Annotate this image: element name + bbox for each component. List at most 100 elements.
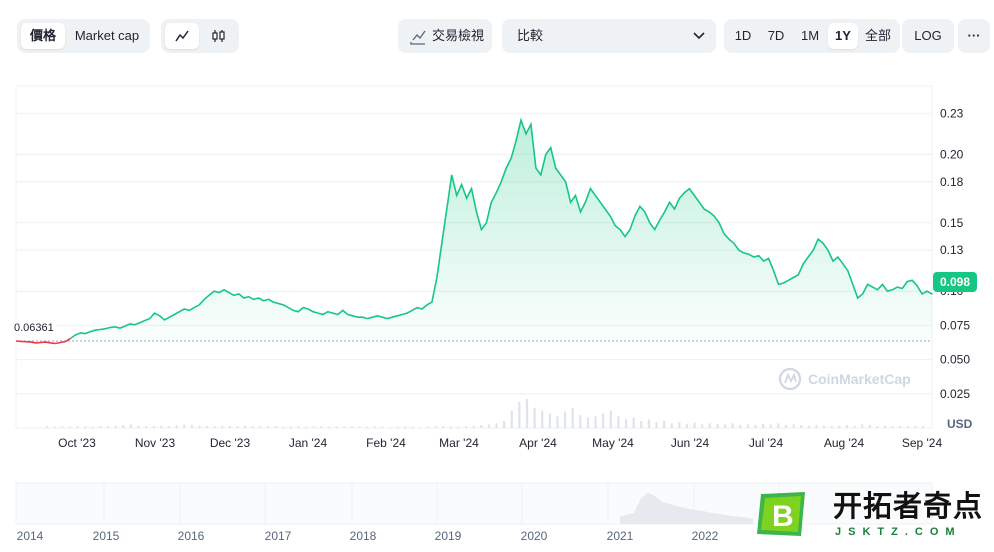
volume-bar bbox=[434, 426, 437, 428]
price-chart-svg: 0.230.200.180.150.130.100.0750.0500.025 … bbox=[15, 85, 973, 543]
volume-bar bbox=[845, 425, 849, 428]
range-7d[interactable]: 7D bbox=[767, 28, 785, 43]
candlestick-button[interactable] bbox=[201, 23, 235, 49]
volume-bar bbox=[876, 426, 879, 428]
volume-bar bbox=[480, 425, 483, 428]
volume-bar bbox=[632, 417, 635, 428]
y-tick-label: 0.050 bbox=[940, 353, 970, 367]
volume-bar bbox=[106, 426, 110, 428]
range-1y[interactable]: 1Y bbox=[828, 23, 858, 49]
volume-bar bbox=[571, 407, 574, 428]
navigator-year-label: 2014 bbox=[17, 529, 44, 543]
volume-bar bbox=[838, 425, 841, 428]
volume-bar bbox=[701, 424, 704, 428]
x-tick-label: Jul '24 bbox=[749, 436, 784, 450]
volume-bar bbox=[830, 426, 833, 428]
price-tab[interactable]: 價格 bbox=[21, 23, 65, 49]
volume-bar bbox=[228, 425, 232, 428]
volume-bar bbox=[784, 425, 788, 428]
volume-bar bbox=[91, 426, 94, 428]
volume-bar bbox=[716, 423, 719, 428]
volume-bar bbox=[122, 425, 125, 428]
volume-bar bbox=[563, 411, 567, 428]
y-axis-unit: USD bbox=[947, 417, 973, 431]
navigator-year-label: 2015 bbox=[93, 529, 120, 543]
volume-bar bbox=[533, 407, 536, 428]
coinmarketcap-logo-icon bbox=[778, 367, 802, 391]
x-tick-label: Nov '23 bbox=[135, 436, 176, 450]
volume-bar bbox=[899, 425, 902, 428]
line-chart-button[interactable] bbox=[165, 23, 199, 49]
range-all[interactable]: 全部 bbox=[864, 28, 891, 43]
volume-bar bbox=[495, 423, 498, 428]
time-range-toggle: 1D 7D 1M 1Y 全部 bbox=[724, 19, 900, 53]
volume-bar bbox=[419, 427, 422, 428]
volume-bar bbox=[617, 416, 620, 428]
x-tick-label: Jan '24 bbox=[289, 436, 328, 450]
navigator-area bbox=[620, 492, 753, 524]
volume-bar bbox=[708, 423, 711, 428]
y-tick-label: 0.15 bbox=[940, 216, 964, 230]
x-tick-label: Jun '24 bbox=[671, 436, 710, 450]
range-1m[interactable]: 1M bbox=[800, 28, 820, 43]
volume-bar bbox=[68, 426, 72, 428]
range-1d[interactable]: 1D bbox=[734, 28, 752, 43]
trading-view-button[interactable]: 交易檢視 bbox=[398, 19, 492, 53]
volume-bar bbox=[213, 426, 216, 428]
volume-bar bbox=[655, 422, 658, 428]
volume-bar bbox=[868, 425, 871, 428]
volume-bar bbox=[304, 426, 308, 428]
volume-bar bbox=[594, 416, 597, 428]
volume-bar bbox=[609, 410, 612, 428]
brand-logo-letter: B bbox=[772, 500, 794, 533]
volume-bar bbox=[602, 413, 605, 428]
volume-bar bbox=[579, 415, 582, 428]
navigator-year-label: 2016 bbox=[178, 529, 205, 543]
metric-toggle: 價格 Market cap bbox=[17, 19, 150, 53]
volume-bar bbox=[61, 426, 64, 428]
x-tick-label: Mar '24 bbox=[439, 436, 479, 450]
navigator-year-label: 2022 bbox=[692, 529, 719, 543]
volume-bar bbox=[205, 425, 209, 428]
volume-bar bbox=[647, 419, 650, 428]
volume-bar bbox=[76, 426, 79, 428]
volume-bar bbox=[388, 427, 391, 428]
more-options-button[interactable]: ··· bbox=[958, 19, 990, 53]
volume-bar bbox=[426, 426, 430, 428]
volume-bar bbox=[327, 426, 331, 428]
volume-bar bbox=[198, 425, 201, 428]
brand-name-en: JSKTZ.COM bbox=[835, 526, 962, 538]
volume-bar bbox=[800, 425, 803, 428]
price-line-below-start bbox=[15, 337, 71, 345]
navigator-year-label: 2020 bbox=[521, 529, 548, 543]
volume-bar bbox=[442, 426, 445, 428]
log-toggle: LOG bbox=[902, 19, 954, 53]
y-tick-label: 0.13 bbox=[940, 243, 964, 257]
volume-bar bbox=[586, 417, 590, 428]
brand-name-cn: 开拓者奇点 bbox=[833, 491, 984, 523]
volume-bar bbox=[739, 425, 742, 428]
chart-trend-icon bbox=[410, 30, 426, 45]
volume-bar bbox=[312, 426, 315, 428]
volume-bar bbox=[883, 425, 887, 428]
volume-bar bbox=[746, 424, 749, 428]
chart-type-toggle bbox=[161, 19, 239, 53]
volume-bar bbox=[167, 426, 171, 428]
compare-dropdown[interactable]: 比較 bbox=[502, 19, 716, 53]
volume-bar bbox=[556, 416, 559, 428]
volume-bar bbox=[99, 425, 102, 428]
volume-bar bbox=[906, 426, 909, 428]
volume-bar bbox=[548, 413, 551, 428]
market-cap-tab[interactable]: Market cap bbox=[74, 28, 140, 43]
volume-bar bbox=[624, 419, 628, 428]
volume-bar bbox=[404, 426, 407, 428]
volume-bar bbox=[541, 410, 544, 428]
volume-bar bbox=[396, 426, 399, 428]
candlestick-icon bbox=[212, 30, 225, 42]
volume-bar bbox=[152, 425, 155, 428]
volume-bar bbox=[236, 426, 239, 428]
log-button[interactable]: LOG bbox=[914, 28, 942, 43]
volume-bar bbox=[129, 424, 132, 428]
watermark-text: CoinMarketCap bbox=[808, 371, 911, 387]
volume-bar bbox=[46, 426, 49, 428]
